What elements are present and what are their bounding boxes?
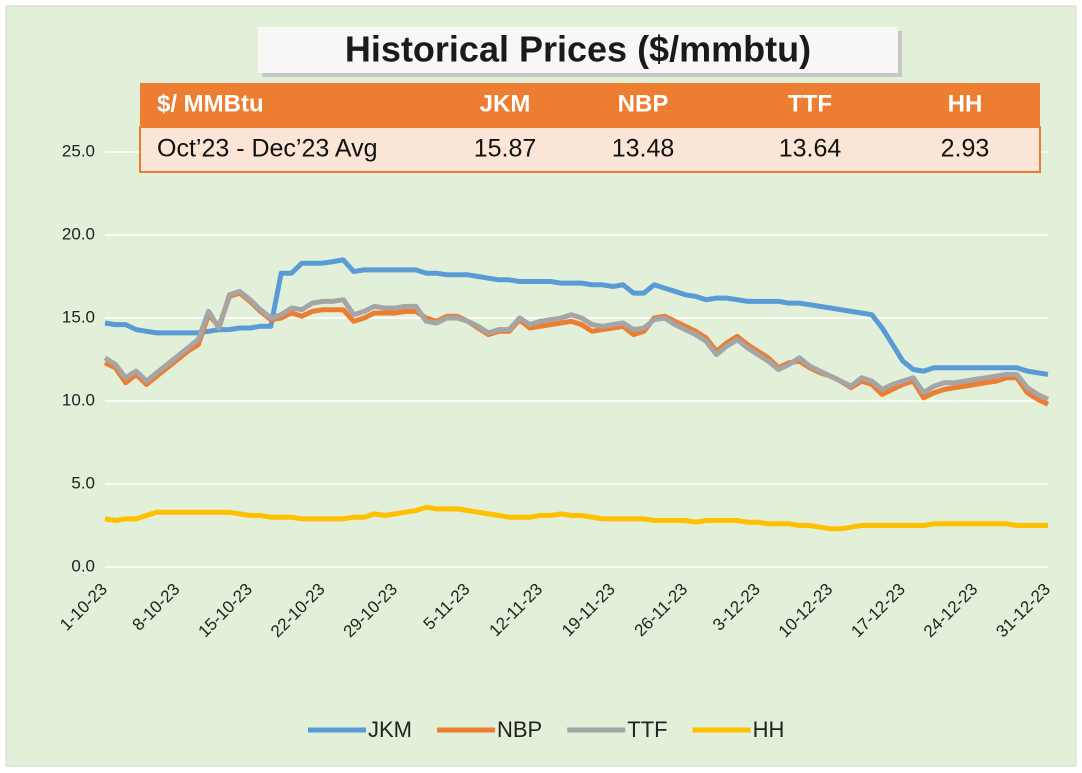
table-cell: 13.64 bbox=[779, 135, 842, 163]
chart-title: Historical Prices ($/mmbtu) bbox=[345, 29, 811, 70]
y-tick-label: 5.0 bbox=[71, 473, 95, 492]
legend-label: HH bbox=[753, 717, 785, 742]
y-tick-label: 25.0 bbox=[62, 141, 95, 160]
table-cell: 13.48 bbox=[612, 135, 675, 163]
table-cell: 2.93 bbox=[941, 135, 990, 163]
table-header-cell: $/ MMBtu bbox=[157, 90, 264, 117]
table-header-bg bbox=[140, 83, 1040, 127]
y-tick-label: 10.0 bbox=[62, 390, 95, 409]
legend: JKM NBP TTF HH bbox=[308, 717, 784, 742]
series-line bbox=[104, 504, 1048, 532]
table-cell: 15.87 bbox=[474, 135, 537, 163]
legend-label: JKM bbox=[368, 717, 412, 742]
title-box bbox=[258, 27, 898, 73]
lines bbox=[103, 257, 1050, 532]
table-header-cell: JKM bbox=[480, 90, 531, 117]
table-cell: Oct’23 - Dec’23 Avg bbox=[157, 135, 377, 163]
table-header-cell: HH bbox=[948, 90, 983, 117]
table-header-cell: NBP bbox=[618, 90, 669, 117]
y-tick-label: 20.0 bbox=[62, 224, 95, 243]
table: $/ MMBtu JKM NBP TTF HH Oct’23 - Dec’23 Avg 15… bbox=[139, 83, 1041, 173]
series-line bbox=[104, 257, 1049, 377]
table-header-cell: TTF bbox=[788, 90, 832, 117]
y-tick-label: 15.0 bbox=[62, 307, 95, 326]
legend-label: NBP bbox=[497, 717, 542, 742]
y-tick-label: 0.0 bbox=[71, 556, 95, 575]
legend-label: TTF bbox=[627, 717, 667, 742]
series-line bbox=[103, 288, 1050, 402]
table-row-bg bbox=[139, 126, 1041, 173]
